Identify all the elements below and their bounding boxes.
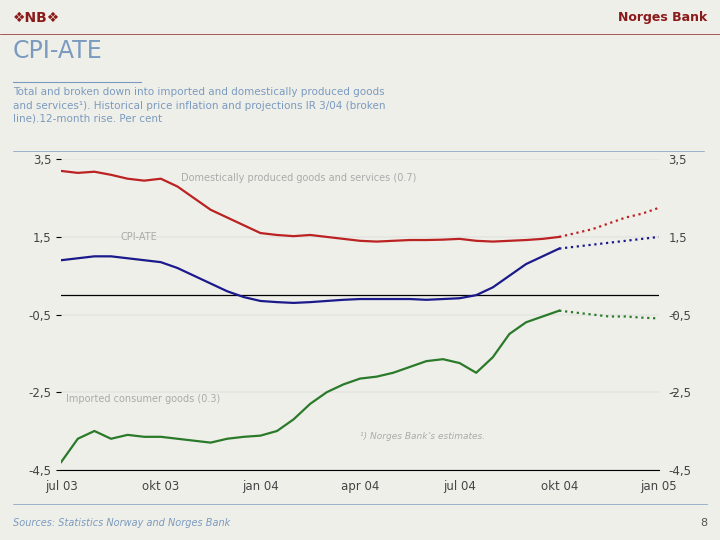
Text: –: – [670, 386, 677, 399]
Text: Imported consumer goods (0.3): Imported consumer goods (0.3) [66, 394, 220, 404]
Text: ¹) Norges Bank’s estimates.: ¹) Norges Bank’s estimates. [360, 433, 485, 441]
Text: Total and broken down into imported and domestically produced goods
and services: Total and broken down into imported and … [13, 87, 385, 124]
Text: –: – [670, 308, 677, 321]
Text: 8: 8 [700, 518, 707, 528]
Text: CPI-ATE: CPI-ATE [13, 38, 103, 63]
Text: Norges Bank: Norges Bank [618, 11, 707, 24]
Text: ❖NB❖: ❖NB❖ [13, 11, 60, 24]
Text: CPI-ATE: CPI-ATE [121, 232, 158, 242]
Text: Sources: Statistics Norway and Norges Bank: Sources: Statistics Norway and Norges Ba… [13, 518, 230, 528]
Text: Domestically produced goods and services (0.7): Domestically produced goods and services… [181, 173, 416, 183]
